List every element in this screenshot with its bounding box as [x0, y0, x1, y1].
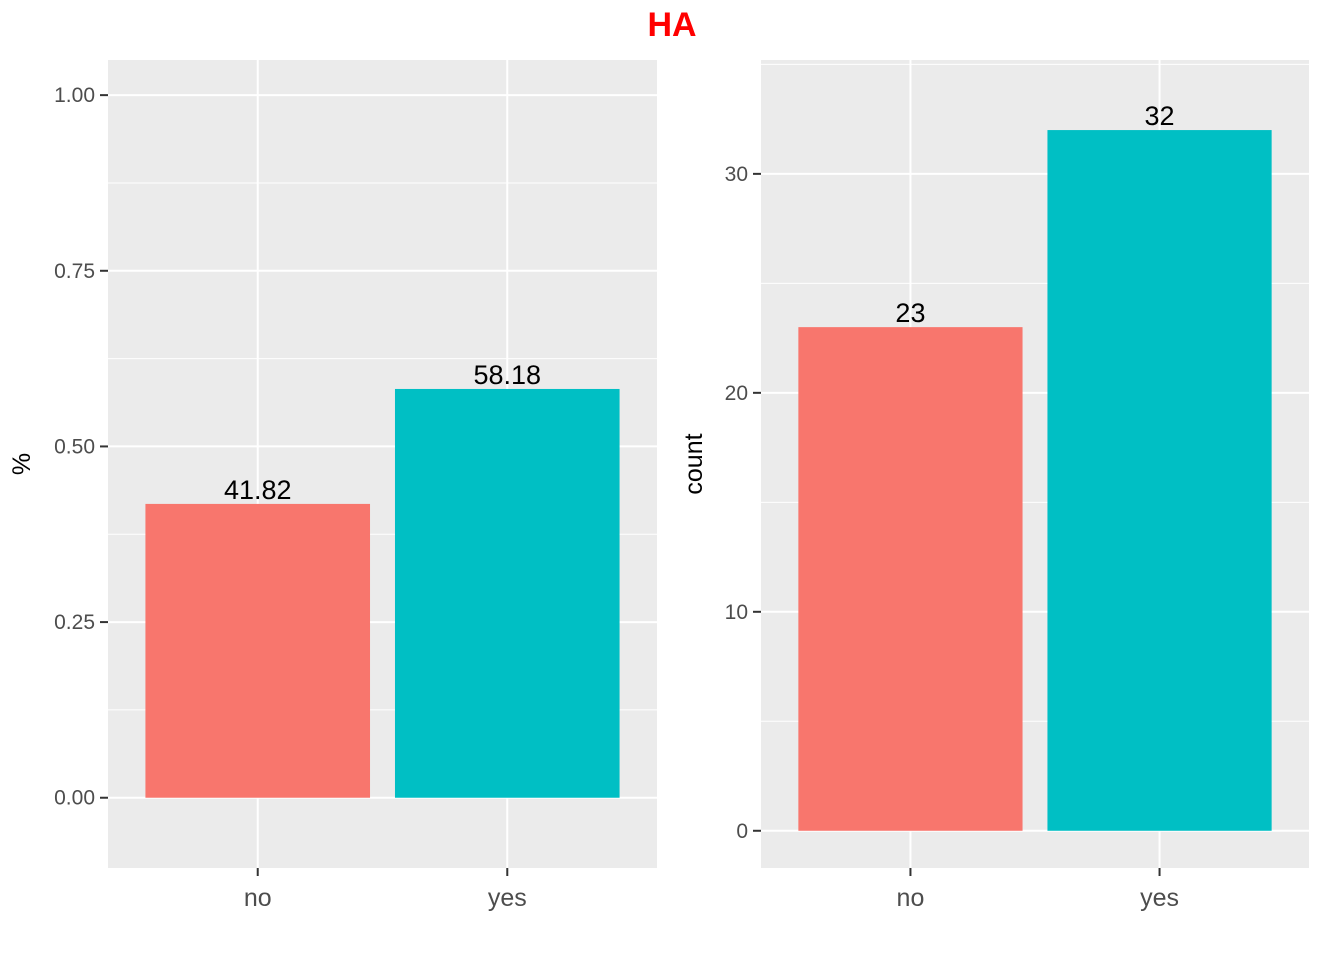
y-tick-label: 10: [725, 601, 748, 624]
data-label: 23: [895, 298, 925, 328]
x-tick-label: no: [244, 884, 272, 912]
y-tick-label: 0.25: [54, 611, 95, 634]
data-label: 32: [1145, 101, 1175, 131]
bar-no: [145, 503, 371, 798]
y-axis-title: %: [8, 453, 36, 475]
data-label: 58.18: [473, 360, 541, 390]
x-tick-label: yes: [488, 884, 527, 912]
chart-title: HA: [647, 6, 697, 44]
y-tick-label: 0.75: [54, 260, 95, 283]
y-tick-label: 0.00: [54, 787, 95, 810]
y-tick-label: 0.50: [54, 435, 95, 458]
bar-yes: [394, 388, 620, 798]
x-tick-label: no: [897, 884, 925, 912]
y-tick-label: 20: [725, 382, 748, 405]
bar-no: [798, 327, 1023, 831]
y-tick-label: 0: [736, 820, 748, 843]
y-axis-title: count: [680, 433, 708, 494]
bar-yes: [1047, 130, 1272, 831]
data-label: 41.82: [224, 475, 292, 505]
y-tick-label: 30: [725, 163, 748, 186]
x-tick-label: yes: [1140, 884, 1179, 912]
y-tick-label: 1.00: [54, 84, 95, 107]
